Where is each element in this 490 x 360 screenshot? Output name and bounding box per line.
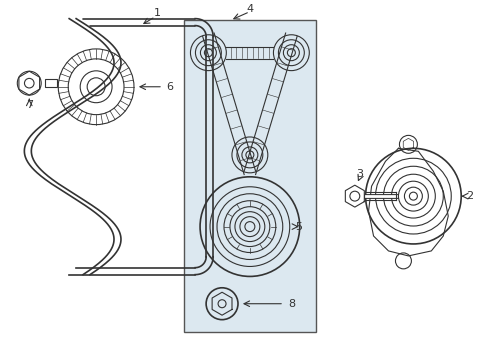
Text: 5: 5 xyxy=(295,222,302,231)
Text: 3: 3 xyxy=(356,169,363,179)
Text: 2: 2 xyxy=(466,191,473,201)
Text: 6: 6 xyxy=(166,82,173,92)
Bar xyxy=(184,21,316,332)
Text: 7: 7 xyxy=(25,100,33,110)
Text: 4: 4 xyxy=(246,4,253,14)
Text: 1: 1 xyxy=(154,8,161,18)
Bar xyxy=(45,79,57,87)
Text: 8: 8 xyxy=(288,299,295,309)
